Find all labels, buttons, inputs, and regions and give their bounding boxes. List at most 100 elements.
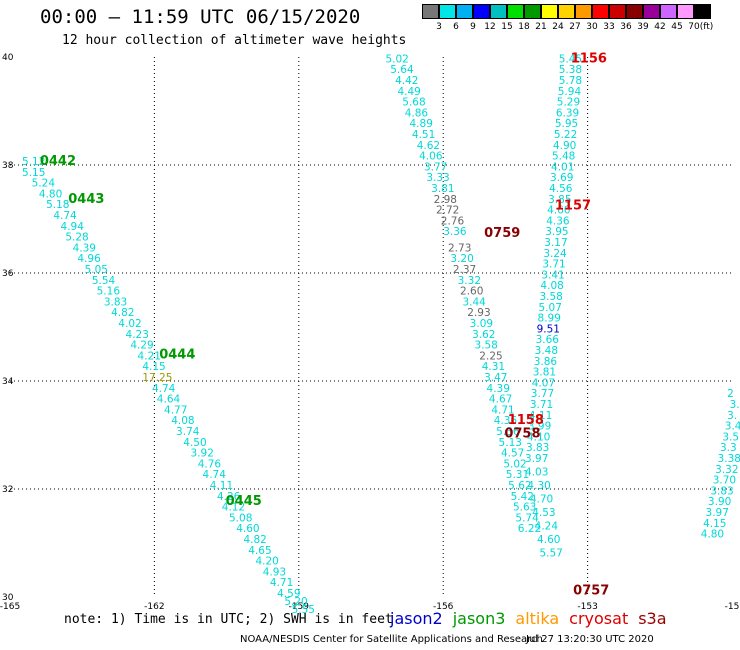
wave-height-label: 3.66: [536, 334, 560, 346]
wave-height-label: 4.24: [535, 521, 559, 533]
color-scale-label: 6: [453, 22, 459, 32]
chart-title: 00:00 – 11:59 UTC 06/15/2020: [40, 6, 361, 28]
color-swatch: [473, 4, 490, 19]
wave-height-label: 5.38: [559, 64, 582, 76]
wave-height-label: 3.20: [450, 253, 473, 265]
color-scale-label: 45: [671, 22, 683, 32]
wave-height-label: 2: [727, 388, 734, 400]
time-label: 1157: [555, 198, 591, 213]
wave-height-label: 4.51: [412, 129, 435, 141]
color-scale-label: 30: [586, 22, 598, 32]
color-swatch: [490, 4, 507, 19]
wave-height-label: 3.32: [715, 464, 738, 476]
color-scale-label: 9: [470, 22, 476, 32]
wave-height-label: 4.74: [53, 210, 77, 222]
wave-height-label: 4.15: [142, 361, 165, 373]
color-scale-label: 33: [603, 22, 615, 32]
color-swatch: [439, 4, 456, 19]
wave-height-label: 4.08: [540, 280, 563, 292]
wave-height-label: 5.55: [292, 604, 315, 616]
wave-height-label: 4.31: [482, 361, 505, 373]
wave-height-label: 4.10: [527, 431, 550, 443]
wave-height-label: 3.70: [713, 475, 736, 487]
color-scale-label: 12: [484, 22, 496, 32]
wave-height-label: 4.02: [118, 318, 141, 330]
wave-height-label: 2.76: [441, 215, 465, 227]
wave-height-label: 3.24: [543, 248, 567, 260]
wave-height-label: 5.02: [503, 458, 526, 470]
wave-height-label: 3.32: [458, 275, 481, 287]
color-swatch: [609, 4, 626, 19]
color-scale-label: 70: [688, 22, 700, 32]
wave-height-label: 3.83: [710, 485, 733, 497]
time-label: 0757: [573, 583, 609, 598]
wave-height-label: 4.62: [417, 140, 440, 152]
color-swatch: [524, 4, 541, 19]
wave-height-label: 3.4: [725, 421, 740, 433]
wave-height-label: 3.3: [720, 442, 737, 454]
wave-height-label: 3.97: [706, 507, 729, 519]
wave-height-label: 5.22: [554, 129, 577, 141]
wave-height-label: 3.41: [541, 269, 564, 281]
wave-height-label: 3.85: [548, 194, 571, 206]
legend-jason2: jason2: [390, 609, 443, 628]
x-tick-label: -15: [725, 602, 740, 612]
wave-height-label: 4.57: [501, 448, 524, 460]
wave-height-label: 3.71: [542, 259, 565, 271]
time-label: 1158: [508, 413, 544, 428]
wave-height-label: 4.36: [494, 415, 518, 427]
wave-height-label: 5.94: [558, 86, 582, 98]
color-scale-label: 15: [501, 22, 513, 32]
legend-cryosat: cryosat: [569, 609, 629, 628]
x-tick-label: -159: [289, 602, 310, 612]
x-tick-label: -156: [433, 602, 454, 612]
wave-height-label: 5.16: [97, 286, 121, 298]
color-scale-label: (ft): [699, 22, 714, 32]
color-scale-label: 42: [654, 22, 666, 32]
color-swatch: [541, 4, 558, 19]
wave-height-label: 3.77: [531, 388, 554, 400]
wave-height-label: 3.5: [722, 431, 739, 443]
wave-height-label: 4.21: [138, 350, 161, 362]
wave-height-label: 3.83: [104, 296, 127, 308]
wave-height-label: 4.60: [236, 523, 259, 535]
wave-height-label: 4.06: [419, 151, 443, 163]
wave-height-label: 4.49: [397, 86, 420, 98]
wave-height-label: 4.03: [525, 467, 548, 479]
color-swatch: [660, 4, 677, 19]
wave-height-label: 5.07: [539, 302, 562, 314]
wave-height-label: 3.71: [530, 399, 553, 411]
wave-height-label: 4.42: [395, 75, 418, 87]
wave-height-label: 4.77: [164, 404, 187, 416]
wave-height-label: 4.11: [529, 410, 552, 422]
wave-height-label: 9.51: [537, 323, 560, 335]
wave-height-label: 4.23: [126, 329, 149, 341]
wave-height-label: 3.95: [545, 226, 568, 238]
wave-height-label: 4.71: [270, 577, 293, 589]
color-scale-label: 36: [620, 22, 632, 32]
wave-height-label: 5.63: [513, 502, 536, 514]
wave-height-label: 4.89: [410, 118, 433, 130]
x-tick-label: -162: [144, 602, 164, 612]
legend-s3a: s3a: [638, 609, 667, 628]
wave-height-label: 3.33: [426, 172, 449, 184]
x-tick-label: -153: [577, 602, 597, 612]
wave-height-label: 5.28: [65, 232, 88, 244]
wave-height-label: 4.53: [532, 507, 555, 519]
wave-height-label: 3.58: [539, 291, 562, 303]
wave-height-label: 5.08: [229, 512, 252, 524]
color-swatch: [626, 4, 643, 19]
wave-height-label: 3.: [727, 410, 737, 422]
color-scale-label: 3: [436, 22, 442, 32]
time-label: 0445: [226, 494, 262, 509]
wave-height-label: 4.15: [703, 518, 726, 530]
wave-height-label: 4.80: [701, 529, 724, 541]
wave-height-label: 4.08: [171, 415, 194, 427]
wave-height-label: 6.39: [556, 107, 579, 119]
wave-height-label: 4.64: [157, 394, 181, 406]
wave-height-label: 5.36: [496, 426, 520, 438]
time-label: 0442: [40, 154, 76, 169]
x-tick-label: -165: [0, 602, 20, 612]
wave-height-label: 4.36: [546, 215, 570, 227]
